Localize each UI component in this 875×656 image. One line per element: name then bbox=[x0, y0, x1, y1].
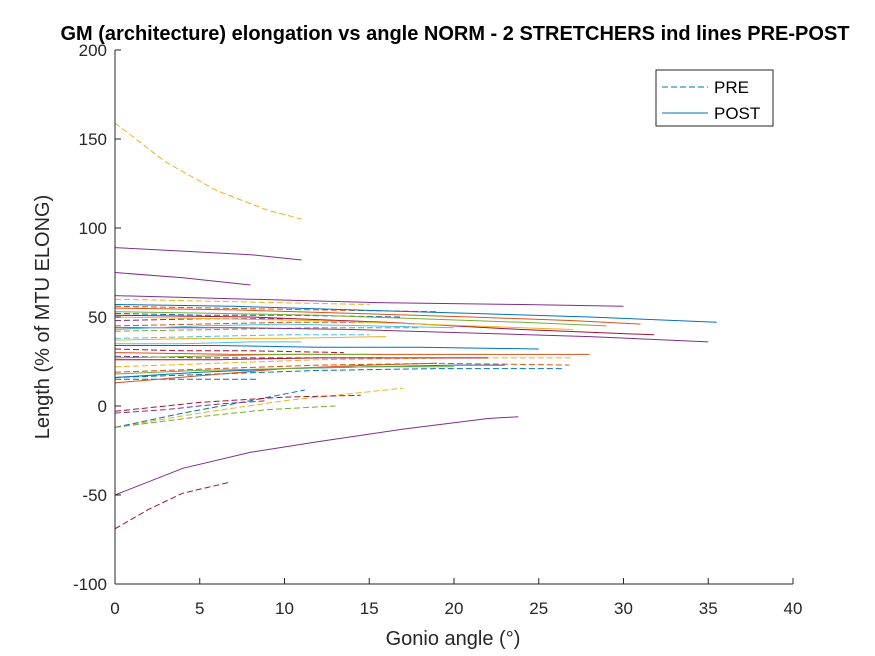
series-line-post-31 bbox=[115, 345, 539, 350]
series-line-post-23 bbox=[114, 295, 624, 307]
series-line-post-30 bbox=[114, 323, 455, 330]
y-tick-label: 100 bbox=[79, 219, 107, 238]
series-line-pre-13 bbox=[114, 334, 370, 339]
series-line-pre-14 bbox=[114, 327, 421, 332]
x-tick-label: 5 bbox=[195, 599, 204, 618]
series-line-post-36 bbox=[115, 341, 302, 345]
series-line-post-34 bbox=[115, 357, 488, 361]
series-line-pre-15 bbox=[114, 321, 370, 327]
series-line-pre-3 bbox=[114, 389, 305, 428]
x-tick-label: 0 bbox=[110, 599, 119, 618]
x-tick-label: 10 bbox=[275, 599, 294, 618]
y-tick-label: 200 bbox=[79, 41, 107, 60]
series-line-post-28 bbox=[114, 316, 573, 330]
x-axis-label: Gonio angle (°) bbox=[386, 628, 521, 650]
series-line-post-29 bbox=[115, 327, 709, 343]
series-line-pre-2 bbox=[114, 387, 404, 428]
series-line-post-26 bbox=[114, 311, 607, 327]
x-tick-label: 40 bbox=[784, 599, 803, 618]
x-tick-label: 30 bbox=[614, 599, 633, 618]
plot-area bbox=[114, 122, 717, 530]
x-tick-label: 35 bbox=[699, 599, 718, 618]
legend-label-post: POST bbox=[714, 104, 760, 123]
y-ticks: -100 -50 0 50 100 150 200 bbox=[73, 41, 121, 594]
y-tick-label: -100 bbox=[73, 575, 107, 594]
series-line-pre-12 bbox=[114, 348, 344, 354]
y-tick-label: 50 bbox=[88, 308, 107, 327]
series-line-post-21 bbox=[114, 247, 302, 261]
y-tick-label: -50 bbox=[82, 486, 107, 505]
legend-box bbox=[655, 69, 774, 127]
legend: PRE POST bbox=[655, 69, 774, 127]
legend-label-pre: PRE bbox=[714, 78, 749, 97]
series-line-post-33 bbox=[114, 353, 370, 359]
series-line-pre-8 bbox=[114, 368, 565, 378]
series-line-pre-6 bbox=[114, 394, 361, 412]
x-tick-label: 20 bbox=[445, 599, 464, 618]
y-axis-label: Length (% of MTU ELONG) bbox=[32, 195, 54, 440]
series-line-post-39 bbox=[114, 366, 454, 375]
x-ticks: 0 5 10 15 20 25 30 35 40 bbox=[110, 578, 802, 618]
series-line-pre-10 bbox=[114, 357, 573, 368]
series-line-post-22 bbox=[114, 272, 251, 286]
series-line-post-27 bbox=[114, 314, 655, 336]
series-line-pre-0 bbox=[114, 122, 302, 220]
series-line-pre-4 bbox=[114, 405, 336, 428]
series-line-pre-1 bbox=[114, 482, 229, 530]
series-line-pre-5 bbox=[114, 400, 268, 414]
x-tick-label: 25 bbox=[529, 599, 548, 618]
y-tick-label: 150 bbox=[79, 130, 107, 149]
series-line-pre-19 bbox=[114, 298, 370, 305]
y-tick-label: 0 bbox=[98, 397, 107, 416]
x-tick-label: 15 bbox=[360, 599, 379, 618]
series-line-post-24 bbox=[114, 304, 717, 323]
series-line-post-25 bbox=[114, 307, 641, 325]
series-line-post-20 bbox=[114, 416, 519, 496]
series-line-post-35 bbox=[114, 336, 387, 341]
series-line-pre-7 bbox=[114, 362, 570, 373]
chart-title: GM (architecture) elongation vs angle NO… bbox=[61, 23, 850, 45]
